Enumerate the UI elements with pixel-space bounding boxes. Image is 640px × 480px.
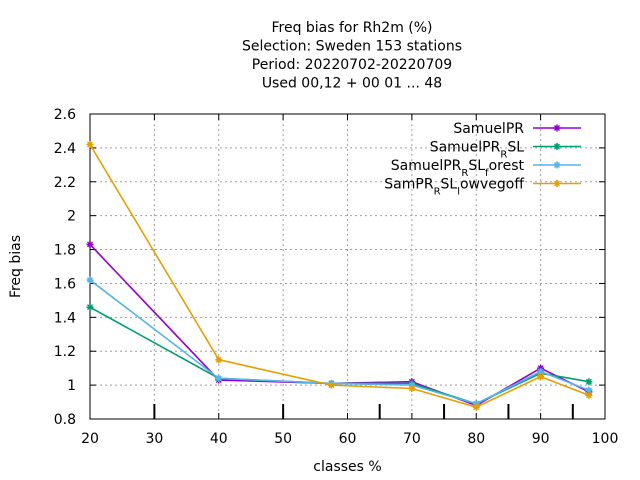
title-line: Used 00,12 + 00 01 ... 48 bbox=[262, 76, 442, 92]
x-axis-label: classes % bbox=[313, 459, 381, 475]
legend: SamuelPR SamuelPRRSLSamuelPRRSLforestSamP… bbox=[384, 121, 581, 197]
y-tick-label: 1.6 bbox=[54, 276, 76, 292]
y-tick-label: 1.8 bbox=[54, 243, 76, 259]
data-point bbox=[86, 276, 94, 284]
data-point bbox=[408, 385, 416, 392]
x-tick-label: 40 bbox=[210, 431, 228, 447]
title-line: Freq bias for Rh2m (%) bbox=[271, 20, 432, 36]
data-point bbox=[472, 403, 480, 411]
y-tick-label: 1.2 bbox=[54, 344, 76, 360]
data-point bbox=[537, 373, 545, 381]
y-tick-label: 0.8 bbox=[54, 412, 76, 428]
y-tick-label: 1 bbox=[67, 378, 76, 394]
axis-ticks: 20 30 40 50 60 70 80 90 100 0.8 1 1.2 1.4 1.6 1.8 2 2.2 2… bbox=[54, 107, 619, 447]
x-tick-label: 50 bbox=[274, 431, 292, 447]
data-point bbox=[215, 356, 223, 364]
data-point bbox=[585, 378, 593, 386]
data-point bbox=[585, 386, 593, 394]
data-point bbox=[86, 240, 94, 248]
grid bbox=[90, 114, 605, 419]
x-markers bbox=[153, 404, 574, 419]
data-point bbox=[537, 368, 545, 376]
title-line: Selection: Sweden 153 stations bbox=[242, 39, 462, 55]
y-axis-label: Freq bias bbox=[8, 235, 24, 298]
legend-item: SamPRRSLlowvegoff bbox=[384, 177, 581, 198]
legend-item: SamuelPRRSL bbox=[430, 140, 581, 161]
data-point bbox=[86, 141, 94, 148]
data-point bbox=[585, 391, 593, 399]
x-tick-label: 60 bbox=[339, 431, 357, 447]
x-tick-label: 20 bbox=[81, 431, 99, 447]
chart-title: Freq bias for Rh2m (%) Selection: Sweden … bbox=[242, 20, 462, 92]
legend-item: SamuelPRRSLforest bbox=[391, 158, 581, 179]
y-tick-label: 2.2 bbox=[54, 175, 76, 191]
data-point bbox=[327, 381, 335, 389]
y-tick-label: 1.4 bbox=[54, 310, 76, 326]
x-tick-label: 70 bbox=[403, 431, 421, 447]
x-tick-label: 80 bbox=[467, 431, 485, 447]
legend-label: SamPRRSLlowvegoff bbox=[384, 177, 524, 198]
y-tick-label: 2.6 bbox=[54, 107, 76, 123]
x-tick-label: 90 bbox=[532, 431, 550, 447]
legend-item: SamuelPR bbox=[453, 121, 581, 137]
legend-label: SamuelPRRSL bbox=[430, 140, 524, 161]
series-lines bbox=[86, 141, 593, 411]
data-point bbox=[215, 374, 223, 382]
legend-label: SamuelPRRSLforest bbox=[391, 158, 525, 179]
title-line: Period: 20220702-20220709 bbox=[252, 57, 452, 73]
data-point bbox=[86, 303, 94, 311]
y-tick-label: 2.4 bbox=[54, 141, 76, 157]
legend-label: SamuelPR bbox=[453, 121, 524, 137]
x-tick-label: 30 bbox=[145, 431, 163, 447]
y-tick-label: 2 bbox=[67, 209, 76, 225]
x-tick-label: 100 bbox=[592, 431, 619, 447]
